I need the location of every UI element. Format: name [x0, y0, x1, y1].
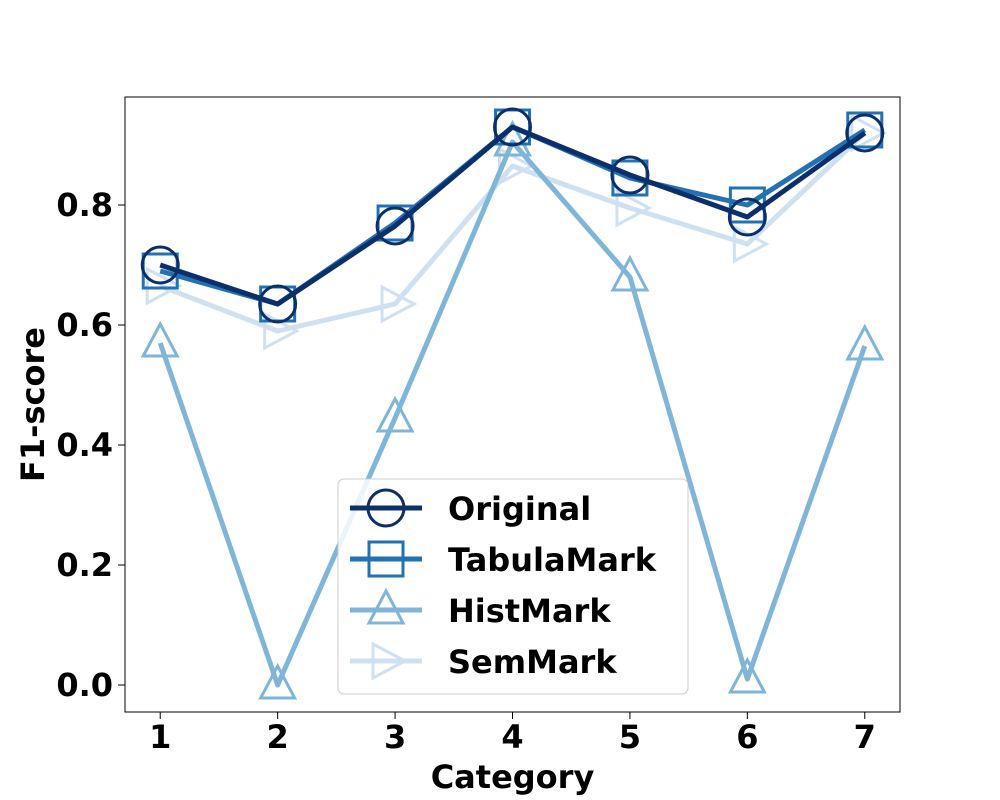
legend-label: HistMark: [448, 592, 611, 630]
data-point-triangle-right: [498, 146, 535, 186]
y-axis-title: F1-score: [14, 327, 52, 482]
series-histmark: [140, 119, 885, 700]
x-axis-ticks: 1 2 3 4 5 6 7: [149, 712, 876, 756]
data-point-triangle-up: [610, 254, 650, 292]
data-point-circle: [845, 113, 885, 153]
legend-box: [337, 478, 689, 695]
x-tick-label: 4: [501, 718, 523, 756]
data-point-triangle-up: [727, 656, 767, 694]
data-point-triangle-up: [375, 395, 415, 433]
legend-marker-circle: [366, 488, 406, 528]
series-line: [159, 131, 867, 334]
data-point-triangle-up: [493, 119, 532, 157]
legend-item-tabulamark: TabulaMark: [350, 540, 657, 579]
legend-item-original: Original: [350, 488, 591, 528]
data-point-circle: [258, 284, 298, 324]
series-semmark: [145, 113, 887, 351]
data-point-circle: [493, 107, 532, 147]
legend-item-semmark: SemMark: [350, 641, 617, 681]
y-tick-label: 0.6: [56, 306, 113, 344]
legend-label: SemMark: [448, 643, 617, 681]
data-point-circle: [375, 206, 415, 246]
series-line: [159, 124, 867, 307]
legend-marker-triangle-up: [366, 587, 406, 625]
y-tick-label: 0.2: [56, 546, 113, 584]
legend-label: TabulaMark: [448, 541, 657, 579]
data-point-circle: [140, 245, 180, 285]
x-tick-label: 6: [736, 718, 758, 756]
x-tick-label: 7: [854, 718, 876, 756]
x-tick-label: 3: [384, 718, 406, 756]
x-axis-title: Category: [431, 758, 595, 796]
data-point-triangle-right: [850, 113, 887, 153]
x-tick-label: 5: [619, 718, 641, 756]
y-tick-label: 0.8: [56, 186, 113, 224]
x-tick-label: 1: [149, 718, 171, 756]
series-original: [140, 107, 885, 324]
legend-label: Original: [448, 490, 591, 528]
y-axis-ticks: 0.0 0.2 0.4 0.6 0.8: [56, 186, 125, 704]
legend: Original TabulaMark HistMark SemMark: [337, 478, 689, 695]
data-point-triangle-up: [258, 662, 298, 700]
data-point-triangle-right: [615, 188, 653, 228]
y-tick-label: 0.0: [56, 666, 113, 704]
y-tick-label: 0.4: [56, 426, 113, 464]
data-point-circle: [610, 155, 650, 195]
legend-marker-triangle-right: [371, 641, 409, 681]
legend-item-histmark: HistMark: [350, 587, 611, 630]
x-tick-label: 2: [267, 718, 289, 756]
data-point-triangle-right: [145, 266, 183, 306]
series-line: [157, 139, 868, 688]
data-point-triangle-up: [845, 323, 885, 361]
legend-marker-square: [367, 540, 405, 578]
data-point-triangle-right: [380, 284, 418, 324]
data-point-circle: [727, 197, 767, 237]
plot-area: [140, 107, 887, 700]
data-point-triangle-up: [140, 320, 180, 358]
